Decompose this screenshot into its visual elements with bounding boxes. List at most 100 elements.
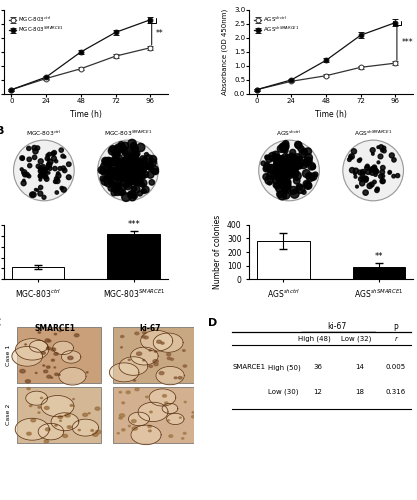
- Point: [54, 177, 61, 185]
- Point: [126, 160, 133, 168]
- Point: [281, 160, 288, 168]
- Point: [379, 172, 386, 180]
- Circle shape: [343, 140, 404, 201]
- Circle shape: [41, 352, 45, 354]
- Circle shape: [169, 435, 173, 438]
- Point: [390, 172, 397, 180]
- Circle shape: [54, 367, 55, 368]
- Point: [362, 188, 369, 196]
- Point: [125, 163, 132, 171]
- Point: [274, 163, 281, 171]
- Point: [279, 143, 286, 151]
- Point: [125, 158, 131, 166]
- Point: [40, 170, 47, 178]
- Point: [129, 194, 136, 202]
- Point: [118, 163, 125, 171]
- Circle shape: [167, 357, 171, 360]
- Polygon shape: [119, 356, 148, 376]
- Y-axis label: Number of colonies: Number of colonies: [213, 215, 221, 289]
- Point: [118, 161, 125, 169]
- Legend: AGS$^{shctrl}$, AGS$^{shSMARCE1}$: AGS$^{shctrl}$, AGS$^{shSMARCE1}$: [252, 13, 301, 36]
- Point: [125, 167, 131, 175]
- Point: [26, 172, 33, 180]
- Point: [135, 165, 141, 173]
- Circle shape: [126, 391, 130, 394]
- Point: [379, 164, 386, 172]
- Point: [98, 166, 105, 174]
- Text: SMARCE1: SMARCE1: [35, 324, 76, 334]
- Point: [121, 163, 127, 171]
- Point: [108, 166, 115, 174]
- Point: [150, 156, 156, 164]
- Polygon shape: [12, 346, 43, 366]
- Point: [281, 144, 287, 152]
- Polygon shape: [15, 418, 49, 440]
- Point: [34, 186, 41, 194]
- Point: [284, 170, 291, 178]
- Polygon shape: [138, 402, 168, 421]
- Point: [147, 163, 153, 171]
- Point: [37, 164, 44, 172]
- Polygon shape: [162, 404, 178, 413]
- Point: [133, 177, 140, 185]
- Point: [38, 172, 44, 180]
- Circle shape: [98, 140, 158, 201]
- Point: [40, 166, 47, 173]
- Text: 18: 18: [355, 389, 364, 395]
- Point: [285, 160, 292, 168]
- Circle shape: [121, 336, 124, 338]
- X-axis label: Time (h): Time (h): [315, 110, 347, 118]
- Point: [287, 168, 294, 176]
- Point: [129, 190, 136, 198]
- Point: [139, 166, 146, 173]
- Point: [123, 156, 129, 164]
- Text: High (48): High (48): [298, 336, 330, 342]
- Point: [286, 164, 293, 172]
- Point: [349, 166, 355, 174]
- Point: [138, 159, 145, 167]
- Point: [289, 156, 295, 164]
- Point: [279, 182, 286, 190]
- Polygon shape: [72, 419, 98, 436]
- Bar: [353, 267, 405, 280]
- Circle shape: [161, 342, 164, 344]
- Point: [126, 164, 133, 172]
- Point: [283, 185, 289, 193]
- Point: [33, 186, 39, 194]
- Bar: [18, 327, 101, 383]
- Point: [277, 156, 284, 164]
- Point: [286, 172, 292, 179]
- Circle shape: [45, 339, 50, 342]
- Point: [29, 190, 35, 198]
- Point: [138, 144, 144, 152]
- Point: [365, 168, 372, 176]
- Point: [132, 164, 139, 172]
- Bar: [108, 234, 160, 280]
- Point: [115, 158, 122, 166]
- Point: [381, 147, 387, 155]
- Circle shape: [47, 376, 51, 378]
- Point: [147, 170, 154, 178]
- Point: [125, 168, 131, 175]
- Point: [364, 164, 370, 172]
- Point: [131, 184, 137, 192]
- Point: [99, 168, 106, 175]
- Point: [40, 166, 47, 174]
- Point: [116, 169, 123, 177]
- Text: Low (32): Low (32): [341, 336, 371, 342]
- Point: [356, 156, 362, 164]
- Polygon shape: [167, 414, 184, 424]
- Point: [26, 162, 33, 170]
- Point: [280, 174, 287, 182]
- Point: [126, 166, 133, 174]
- Point: [118, 161, 125, 169]
- Point: [139, 154, 146, 162]
- Point: [143, 150, 150, 158]
- Point: [116, 176, 123, 184]
- Point: [109, 178, 116, 186]
- Point: [295, 140, 301, 148]
- Point: [269, 164, 276, 172]
- Point: [119, 164, 126, 172]
- Point: [128, 162, 134, 170]
- Point: [286, 168, 293, 175]
